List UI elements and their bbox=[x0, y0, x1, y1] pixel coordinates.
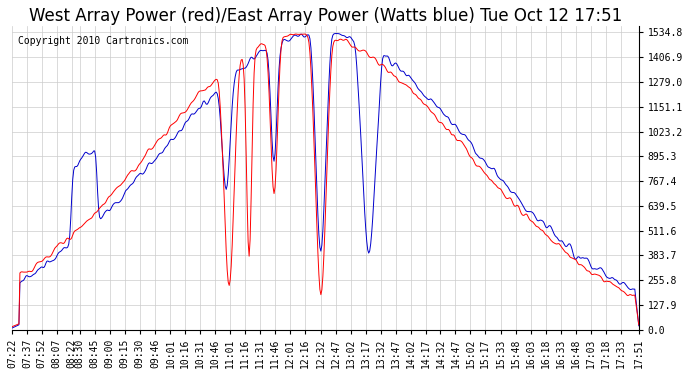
Title: West Array Power (red)/East Array Power (Watts blue) Tue Oct 12 17:51: West Array Power (red)/East Array Power … bbox=[29, 7, 622, 25]
Text: Copyright 2010 Cartronics.com: Copyright 2010 Cartronics.com bbox=[18, 36, 188, 46]
